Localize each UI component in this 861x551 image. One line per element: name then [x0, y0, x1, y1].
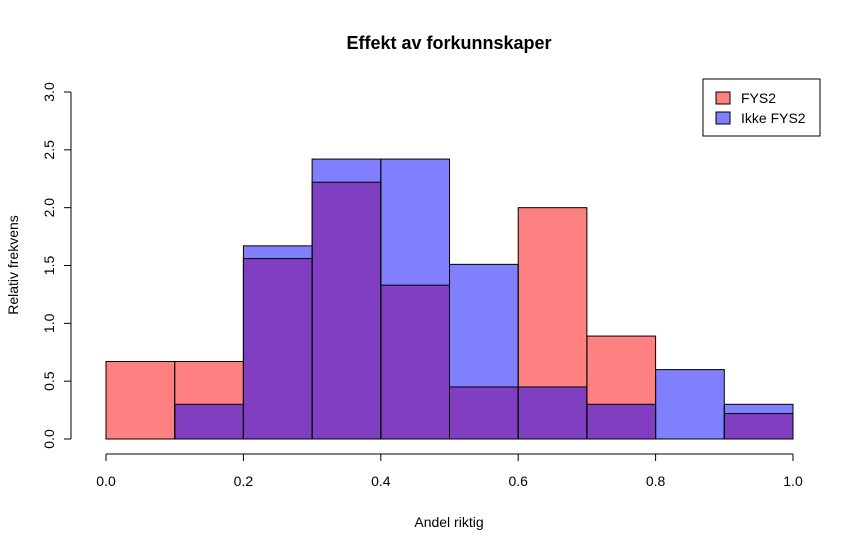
x-tick-label: 0.4 [371, 473, 391, 489]
legend-swatch-fys2 [715, 91, 731, 105]
x-axis-label: Andel riktig [414, 514, 483, 530]
y-tick-label: 2.5 [41, 140, 57, 160]
legend-box [702, 78, 821, 137]
x-tick-label: 1.0 [783, 473, 803, 489]
overlap-bar [243, 258, 313, 439]
chart-title: Effekt av forkunnskaper [346, 33, 551, 53]
y-tick-label: 2.0 [41, 198, 57, 218]
bar-fys2 [518, 207, 587, 387]
y-axis-label: Relativ frekvens [5, 215, 21, 315]
y-tick-label: 3.0 [41, 82, 57, 102]
legend-label-fys2: FYS2 [741, 90, 776, 106]
x-tick-label: 0.8 [646, 473, 666, 489]
bar-outline-ikke-fys2 [723, 403, 794, 440]
bar-ikke-fys2 [312, 159, 381, 183]
legend: FYS2 Ikke FYS2 [702, 78, 821, 137]
overlap-bar [449, 386, 519, 439]
x-tick-label: 0.6 [508, 473, 528, 489]
y-axis: 0.0 0.5 1.0 1.5 2.0 2.5 3.0 [41, 82, 72, 449]
x-axis: 0.0 0.2 0.4 0.6 0.8 1.0 [96, 453, 803, 489]
bar-ikke-fys2 [449, 264, 519, 387]
overlap-bar [518, 386, 587, 439]
overlap-bar [380, 285, 450, 439]
x-tick-label: 0.2 [234, 473, 254, 489]
legend-swatch-ikke-fys2 [715, 111, 731, 125]
bar-ikke-fys2 [655, 369, 725, 439]
y-tick-label: 1.0 [41, 313, 57, 333]
x-tick-label: 0.0 [96, 473, 116, 489]
bar-ikke-fys2 [243, 245, 313, 259]
bar-fys2 [106, 361, 175, 439]
overlap-bar [724, 413, 793, 439]
bar-outline-ikke-fys2 [449, 263, 519, 440]
y-tick-label: 0.0 [41, 429, 57, 449]
bar-fys2 [586, 336, 656, 405]
overlap-bar [312, 182, 381, 439]
overlap-bar [586, 404, 656, 439]
bar-ikke-fys2 [724, 404, 793, 414]
legend-label-ikke-fys2: Ikke FYS2 [741, 110, 806, 126]
y-tick-label: 0.5 [41, 371, 57, 391]
bar-fys2 [174, 361, 244, 405]
overlap-bar [174, 404, 244, 439]
bar-ikke-fys2 [380, 159, 450, 286]
bars-layer [105, 158, 794, 440]
y-tick-label: 1.5 [41, 256, 57, 276]
